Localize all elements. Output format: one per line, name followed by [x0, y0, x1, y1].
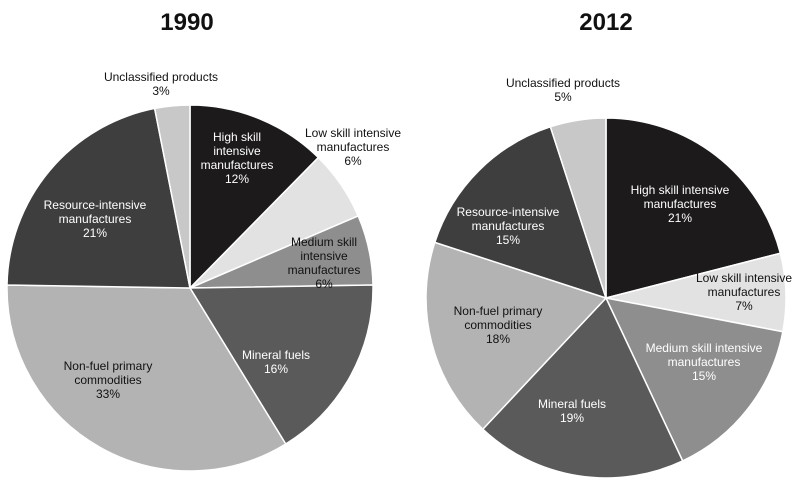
pie-value-label: 18%: [486, 332, 510, 346]
pie-category-label-line: commodities: [464, 318, 531, 332]
pie-category-label-line: manufactures: [288, 263, 361, 277]
pie-slice-1990-high-skill-intensive-manufactures: [189, 104, 320, 290]
pie-label-1990-non-fuel-primary-commodities: Non-fuel primary commodities 33%: [64, 359, 153, 401]
pie-value-label: 33%: [96, 387, 120, 401]
pie-label-1990-medium-skill-intensive-manufactures: Medium skill intensive manufactures 6%: [288, 235, 361, 291]
pie-value-label: 6%: [315, 277, 333, 291]
pie-slice-2012-mineral-fuels: [481, 296, 684, 479]
pie-label-2012-non-fuel-primary-commodities: Non-fuel primary commodities 18%: [454, 304, 543, 346]
pie-category-label-line: High skill intensive: [631, 183, 730, 197]
pie-value-label: 12%: [225, 172, 249, 186]
pie-value-label: 19%: [560, 411, 584, 425]
chart-title-1990: 1990: [160, 9, 213, 36]
pie-category-label-line: Non-fuel primary: [454, 304, 543, 318]
pie-slice-2012-high-skill-intensive-manufactures: [605, 117, 782, 299]
pie-label-1990-mineral-fuels: Mineral fuels 16%: [242, 348, 310, 376]
pie-category-label-line: Non-fuel primary: [64, 359, 153, 373]
pie-slice-1990-mineral-fuels: [188, 284, 374, 445]
pie-slice-1990-resource-intensive-manufactures: [6, 107, 191, 289]
pie-value-label: 3%: [152, 84, 170, 98]
pie-value-label: 21%: [83, 226, 107, 240]
pie-value-label: 15%: [692, 369, 716, 383]
pie-label-2012-resource-intensive-manufactures: Resource-intensive manufactures 15%: [457, 205, 560, 247]
pie-category-label-line: manufactures: [59, 212, 132, 226]
pie-category-label-line: manufactures: [201, 158, 274, 172]
pie-label-1990-low-skill-intensive-manufactures: Low skill intensive manufactures 6%: [305, 126, 401, 168]
pie-value-label: 6%: [344, 154, 362, 168]
chart-title-2012: 2012: [579, 9, 632, 36]
pie-slice-2012-resource-intensive-manufactures: [433, 125, 608, 300]
pie-category-label-line: intensive: [213, 144, 261, 158]
pie-2012: High skill intensive manufactures 21%Low s…: [425, 76, 792, 479]
pie-category-label-line: commodities: [74, 373, 141, 387]
pie-slice-2012-medium-skill-intensive-manufactures: [604, 296, 784, 462]
pie-category-label-line: Medium skill intensive: [646, 341, 763, 355]
pie-category-label-line: Resource-intensive: [457, 205, 560, 219]
pie-slice-1990-unclassified-products: [153, 104, 191, 289]
pie-category-label-line: manufactures: [708, 285, 781, 299]
pie-category-label-line: manufactures: [472, 219, 545, 233]
pie-value-label: 7%: [735, 299, 753, 313]
pie-label-2012-medium-skill-intensive-manufactures: Medium skill intensive manufactures 15%: [646, 341, 763, 383]
pie-slice-1990-non-fuel-primary-commodities: [6, 284, 287, 472]
pie-label-1990-resource-intensive-manufactures: Resource-intensive manufactures 21%: [44, 198, 147, 240]
pie-label-1990-unclassified-products: Unclassified products 3%: [104, 70, 218, 98]
pie-slice-2012-unclassified-products: [549, 117, 607, 299]
pie-category-label-line: Mineral fuels: [538, 397, 606, 411]
pie-category-label-line: Unclassified products: [506, 76, 620, 90]
pie-label-2012-high-skill-intensive-manufactures: High skill intensive manufactures 21%: [631, 183, 730, 225]
pie-value-label: 15%: [496, 233, 520, 247]
pie-1990: High skill intensive manufactures 12%Low sk…: [6, 70, 401, 472]
pie-category-label-line: manufactures: [644, 197, 717, 211]
pie-category-label-line: Mineral fuels: [242, 348, 310, 362]
pie-category-label-line: manufactures: [317, 140, 390, 154]
pie-value-label: 5%: [554, 90, 572, 104]
pie-label-2012-low-skill-intensive-manufactures: Low skill intensive manufactures 7%: [696, 271, 792, 313]
pie-category-label-line: Medium skill: [291, 235, 357, 249]
pie-category-label-line: intensive: [300, 249, 348, 263]
pie-category-label-line: Low skill intensive: [305, 126, 401, 140]
pie-category-label-line: Low skill intensive: [696, 271, 792, 285]
pie-slice-2012-non-fuel-primary-commodities: [425, 241, 608, 431]
pie-label-2012-mineral-fuels: Mineral fuels 19%: [538, 397, 606, 425]
pie-category-label-line: Resource-intensive: [44, 198, 147, 212]
pie-category-label-line: High skill: [213, 130, 261, 144]
pie-category-label-line: manufactures: [668, 355, 741, 369]
pie-category-label-line: Unclassified products: [104, 70, 218, 84]
pie-label-2012-unclassified-products: Unclassified products 5%: [506, 76, 620, 104]
pie-value-label: 21%: [668, 211, 692, 225]
pie-label-1990-high-skill-intensive-manufactures: High skill intensive manufactures 12%: [201, 130, 274, 186]
pie-value-label: 16%: [264, 362, 288, 376]
